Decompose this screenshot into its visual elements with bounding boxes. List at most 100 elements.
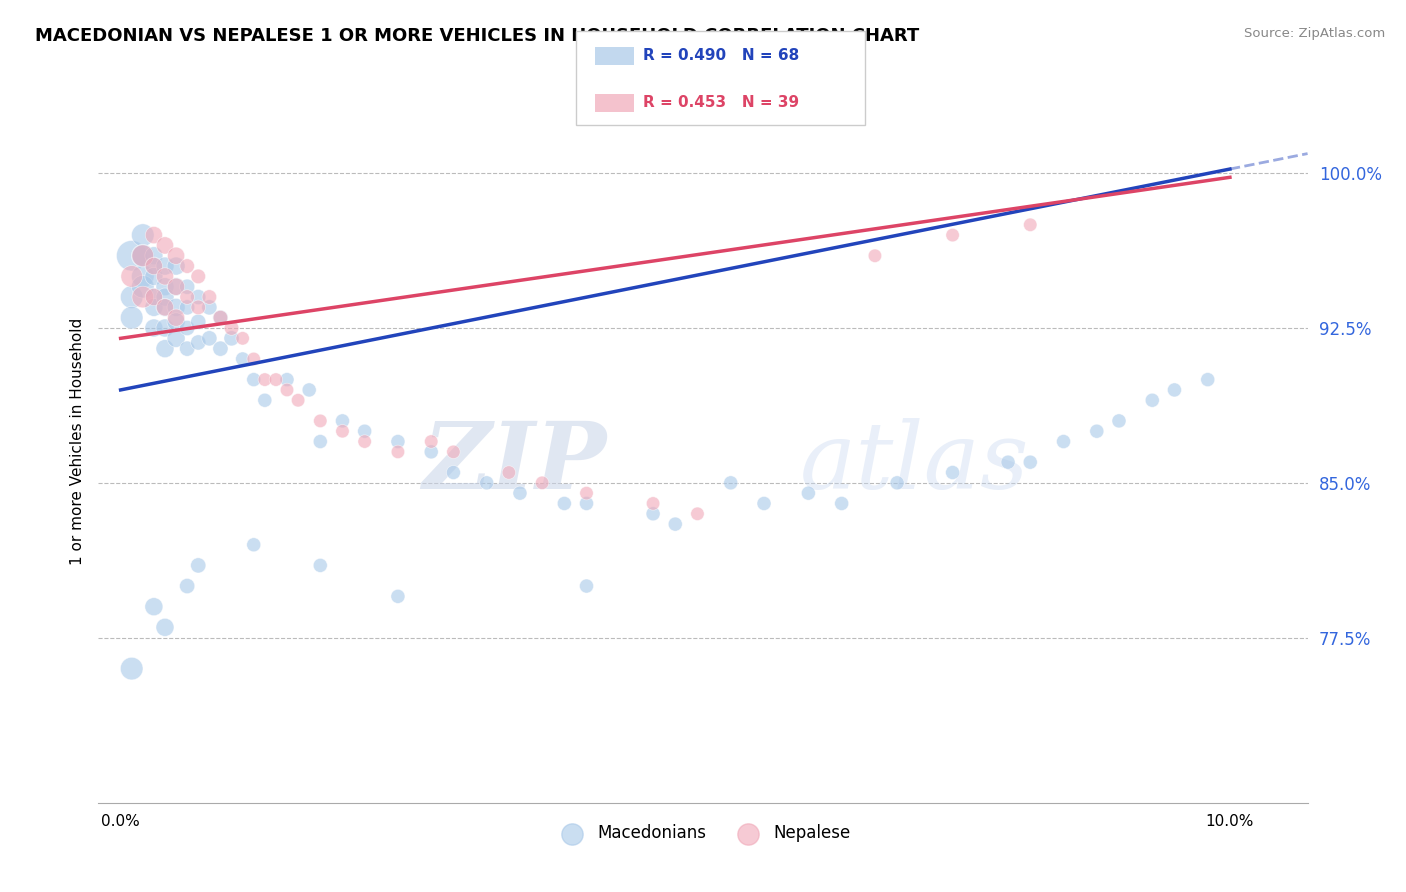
Point [531,475,554,490]
Point [276,373,298,387]
Point [420,434,443,449]
Point [187,315,209,329]
Point [121,310,143,325]
Point [664,517,686,532]
Point [309,434,332,449]
Point [1197,373,1219,387]
Point [176,279,198,293]
Point [176,301,198,315]
Point [752,496,775,510]
Point [132,279,155,293]
Point [353,424,375,438]
Point [142,599,165,614]
Point [153,342,176,356]
Point [287,393,309,408]
Point [242,373,264,387]
Point [797,486,820,500]
Point [863,249,886,263]
Point [165,331,187,345]
Point [353,434,375,449]
Point [142,290,165,304]
Point [1052,434,1074,449]
Point [498,466,520,480]
Point [153,279,176,293]
Point [187,558,209,573]
Point [198,290,221,304]
Point [886,475,908,490]
Legend: Macedonians, Nepalese: Macedonians, Nepalese [548,817,858,848]
Text: ZIP: ZIP [422,418,606,508]
Point [176,259,198,273]
Point [142,259,165,273]
Text: R = 0.490   N = 68: R = 0.490 N = 68 [643,48,799,62]
Point [142,249,165,263]
Point [165,249,187,263]
Point [121,269,143,284]
Point [176,321,198,335]
Point [242,351,264,366]
Point [132,228,155,243]
Point [121,662,143,676]
Point [165,279,187,293]
Point [1163,383,1185,397]
Point [831,496,853,510]
Point [1019,455,1042,469]
Point [720,475,742,490]
Point [198,331,221,345]
Point [187,335,209,350]
Point [641,507,664,521]
Point [309,558,332,573]
Point [132,249,155,263]
Point [309,414,332,428]
Point [242,538,264,552]
Point [142,269,165,284]
Point [132,269,155,284]
Point [232,331,254,345]
Point [165,301,187,315]
Point [153,620,176,634]
Point [387,434,409,449]
Y-axis label: 1 or more Vehicles in Household: 1 or more Vehicles in Household [69,318,84,566]
Point [176,290,198,304]
Text: R = 0.453   N = 39: R = 0.453 N = 39 [643,95,799,110]
Point [153,259,176,273]
Point [142,259,165,273]
Point [142,321,165,335]
Point [253,373,276,387]
Point [132,249,155,263]
Point [387,445,409,459]
Point [575,579,598,593]
Text: atlas: atlas [800,418,1029,508]
Point [276,383,298,397]
Point [198,301,221,315]
Point [332,414,354,428]
Point [575,486,598,500]
Point [264,373,287,387]
Point [121,249,143,263]
Point [298,383,321,397]
Point [187,301,209,315]
Point [153,321,176,335]
Point [475,475,498,490]
Point [1142,393,1164,408]
Point [509,486,531,500]
Point [441,445,464,459]
Point [142,301,165,315]
Point [187,290,209,304]
Point [132,249,155,263]
Point [1085,424,1108,438]
Point [132,290,155,304]
Point [209,310,232,325]
Point [121,290,143,304]
Point [153,269,176,284]
Point [153,301,176,315]
Point [165,310,187,325]
Point [142,228,165,243]
Point [187,269,209,284]
Point [153,301,176,315]
Point [997,455,1019,469]
Point [165,315,187,329]
Point [165,259,187,273]
Point [176,342,198,356]
Point [221,321,243,335]
